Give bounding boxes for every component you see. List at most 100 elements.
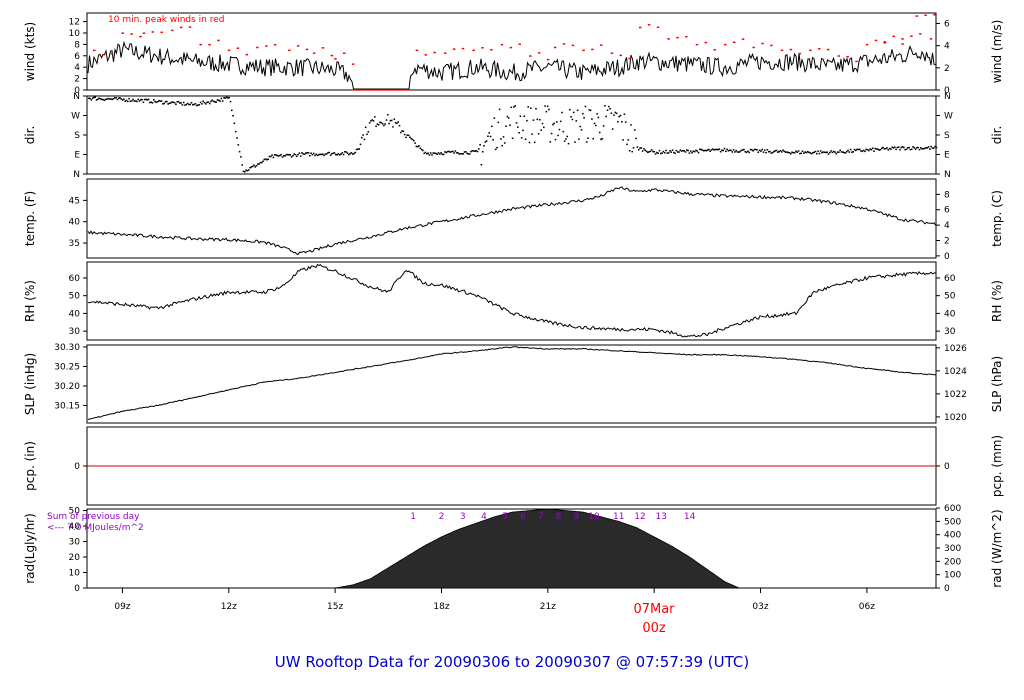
dir-point <box>666 152 669 154</box>
wind-peak-point <box>452 48 456 50</box>
dir-point <box>241 164 243 166</box>
dir-point <box>654 153 657 155</box>
dir-point <box>172 101 175 104</box>
dir-point <box>722 149 724 152</box>
wind-right-tick-label: 4 <box>944 42 950 52</box>
dir-point <box>830 150 832 152</box>
rad-hour-mark: 11 <box>613 512 624 522</box>
dir-left-tick-label: W <box>71 112 80 122</box>
dir-point <box>310 152 312 154</box>
dir-point <box>576 109 579 112</box>
dir-point <box>782 149 784 151</box>
dir-point <box>236 137 238 139</box>
dir-point <box>429 152 432 154</box>
dir-point <box>810 152 813 155</box>
rad-area <box>335 508 740 589</box>
dir-point <box>220 97 223 100</box>
dir-point <box>535 108 537 110</box>
dir-point <box>459 153 462 155</box>
dir-point <box>487 135 489 137</box>
dir-point <box>874 147 877 150</box>
wind-peak-point <box>151 31 155 33</box>
wind-peak-point <box>208 43 211 46</box>
dir-point <box>288 154 290 156</box>
rh-right-tick-label: 50 <box>944 292 956 302</box>
dir-point <box>283 155 285 157</box>
wind-peak-note: 10 min. peak winds in red <box>108 15 225 25</box>
dir-point <box>933 147 935 149</box>
wind-peak-point <box>591 48 594 51</box>
wind-peak-point <box>500 43 504 46</box>
dir-point <box>726 148 728 151</box>
pcp-right-axis-title: pcp. (mm) <box>990 435 1004 497</box>
dir-point <box>751 149 753 151</box>
dir-right-tick-label: N <box>944 92 951 102</box>
dir-left-tick-label: S <box>74 131 80 141</box>
wind-peak-point <box>628 57 631 60</box>
dir-point <box>368 122 371 124</box>
dir-point <box>848 151 851 153</box>
dir-point <box>437 152 440 154</box>
dir-point <box>704 149 706 152</box>
dir-point <box>689 150 692 152</box>
wind-frame <box>86 12 937 91</box>
dir-point <box>478 148 480 150</box>
dir-point <box>692 150 695 152</box>
dir-point <box>91 97 94 99</box>
dir-point <box>485 140 488 142</box>
rad-sum-label: Sum of previous day <box>47 512 140 522</box>
dir-point <box>114 97 116 99</box>
dir-point <box>262 160 264 163</box>
dir-point <box>610 112 613 114</box>
dir-point <box>401 130 403 132</box>
dir-point <box>871 147 874 149</box>
dir-point <box>582 112 584 115</box>
dir-point <box>804 151 806 153</box>
dir-point <box>787 151 789 154</box>
wind-peak-point <box>351 63 355 65</box>
dir-point <box>552 123 554 126</box>
dir-point <box>240 156 242 158</box>
dir-left-axis-title: dir. <box>23 126 37 145</box>
dir-point <box>121 99 124 101</box>
rad-sum-value: <--- 7.0 MJoules/m^2 <box>47 523 144 533</box>
dir-point <box>596 113 598 115</box>
wind-left-tick-label: 2 <box>74 75 80 85</box>
dir-point <box>645 150 648 153</box>
dir-point <box>285 153 288 156</box>
dir-point <box>910 148 913 150</box>
dir-point <box>149 101 151 104</box>
dir-point <box>500 138 502 140</box>
dir-point <box>441 153 444 155</box>
dir-point <box>171 101 173 103</box>
dir-point <box>589 109 592 112</box>
dir-point <box>111 98 113 101</box>
dir-point <box>405 136 407 139</box>
dir-point <box>678 151 680 153</box>
dir-left-tick-label: E <box>74 151 80 161</box>
dir-point <box>257 163 259 165</box>
dir-point <box>541 122 544 125</box>
wind-left-axis-title: wind (kts) <box>23 22 37 81</box>
dir-point <box>159 100 162 102</box>
dir-point <box>298 152 301 154</box>
dir-point <box>712 148 714 150</box>
dir-point <box>311 153 314 156</box>
dir-point <box>501 144 503 147</box>
dir-point <box>266 159 268 161</box>
dir-point <box>562 130 565 133</box>
dir-point <box>896 146 899 149</box>
dir-point <box>543 126 545 129</box>
dir-point <box>806 151 809 153</box>
dir-point <box>280 153 282 156</box>
dir-point <box>873 150 875 152</box>
dir-point <box>471 150 474 152</box>
dir-point <box>455 152 458 154</box>
dir-point <box>879 148 882 151</box>
dir-point <box>735 149 737 152</box>
dir-point <box>504 142 506 144</box>
dir-point <box>767 151 770 153</box>
dir-point <box>214 101 216 103</box>
rad-right-tick-label: 400 <box>944 531 961 541</box>
wind-peak-point <box>865 43 869 46</box>
